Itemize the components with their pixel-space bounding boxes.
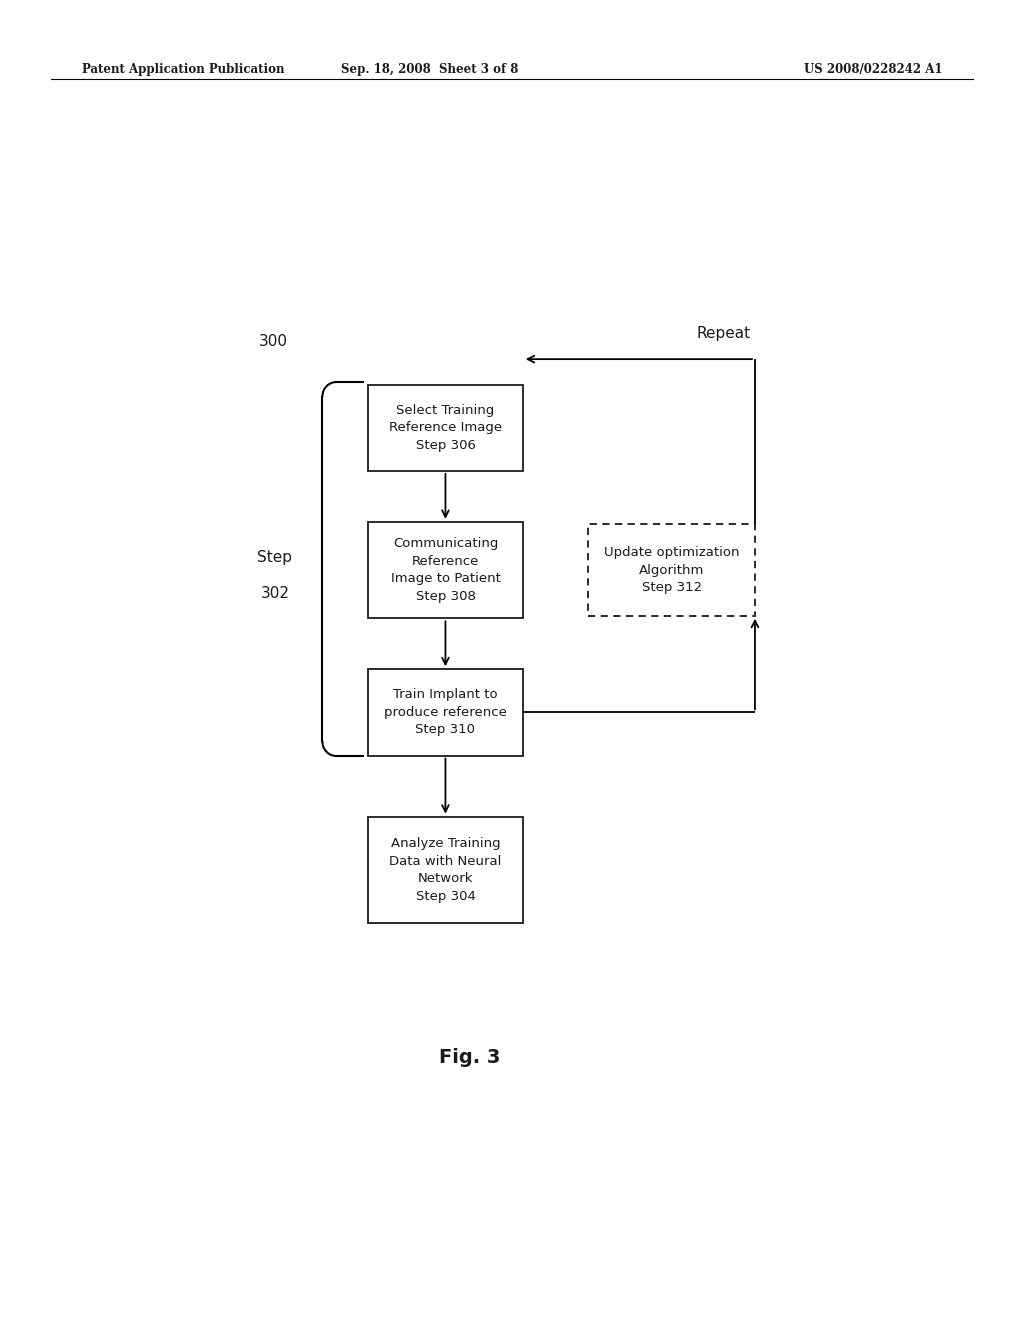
- FancyBboxPatch shape: [588, 524, 755, 616]
- FancyBboxPatch shape: [368, 384, 523, 471]
- Text: Step: Step: [257, 550, 292, 565]
- Text: Fig. 3: Fig. 3: [438, 1048, 500, 1068]
- FancyBboxPatch shape: [368, 521, 523, 618]
- Text: Select Training
Reference Image
Step 306: Select Training Reference Image Step 306: [389, 404, 502, 451]
- Text: Patent Application Publication: Patent Application Publication: [82, 63, 285, 77]
- Text: 300: 300: [259, 334, 288, 348]
- Text: 302: 302: [260, 586, 290, 601]
- Text: US 2008/0228242 A1: US 2008/0228242 A1: [804, 63, 942, 77]
- Text: Sep. 18, 2008  Sheet 3 of 8: Sep. 18, 2008 Sheet 3 of 8: [341, 63, 519, 77]
- Text: Analyze Training
Data with Neural
Network
Step 304: Analyze Training Data with Neural Networ…: [389, 837, 502, 903]
- Text: Repeat: Repeat: [697, 326, 751, 342]
- FancyBboxPatch shape: [368, 817, 523, 923]
- Text: Train Implant to
produce reference
Step 310: Train Implant to produce reference Step …: [384, 688, 507, 737]
- FancyBboxPatch shape: [368, 669, 523, 755]
- Text: Communicating
Reference
Image to Patient
Step 308: Communicating Reference Image to Patient…: [390, 537, 501, 603]
- Text: Update optimization
Algorithm
Step 312: Update optimization Algorithm Step 312: [604, 546, 739, 594]
